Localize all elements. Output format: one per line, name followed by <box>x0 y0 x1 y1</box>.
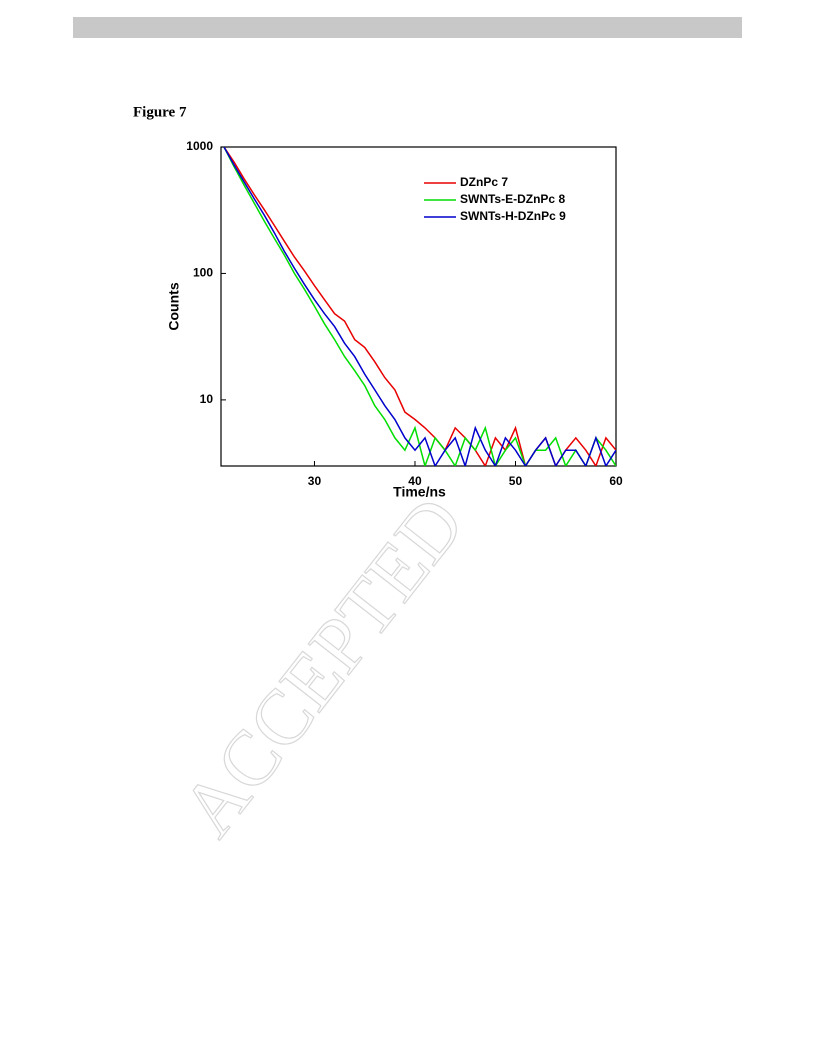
legend-label: SWNTs-H-DZnPc 9 <box>460 209 566 223</box>
y-axis-label: Counts <box>166 282 182 330</box>
y-tick-label: 10 <box>200 392 214 406</box>
legend-label: SWNTs-E-DZnPc 8 <box>460 192 565 206</box>
plot-area <box>223 147 616 466</box>
watermark: ACCEPTED <box>164 480 481 851</box>
series-line <box>223 147 616 466</box>
x-axis-label: Time/ns <box>393 484 446 500</box>
x-tick-label: 30 <box>308 474 322 488</box>
figure-label: Figure 7 <box>133 104 187 120</box>
header-bar <box>73 17 742 38</box>
y-tick-label: 100 <box>193 266 213 280</box>
plot-frame <box>220 146 617 467</box>
series-line <box>223 147 616 466</box>
x-tick-label: 50 <box>509 474 523 488</box>
legend-label: DZnPc 7 <box>460 175 508 189</box>
y-tick-label: 1000 <box>186 139 213 153</box>
x-tick-label: 60 <box>609 474 623 488</box>
x-tick-label: 40 <box>408 474 422 488</box>
